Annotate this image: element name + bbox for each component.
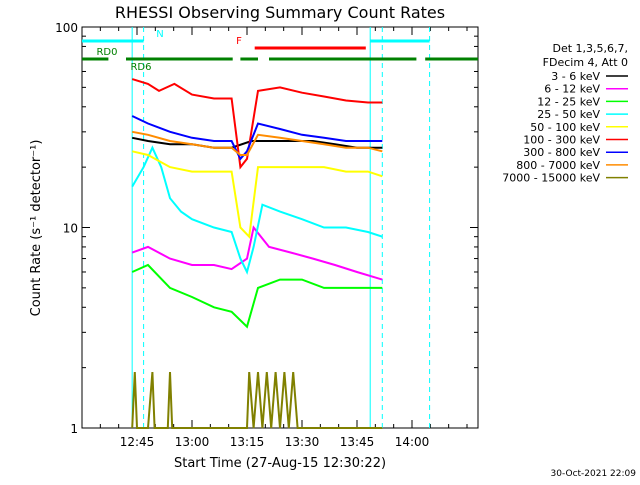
- series-line: [131, 78, 383, 170]
- legend-entry-label: 100 - 300 keV: [523, 134, 600, 147]
- legend-title-line: FDecim 4, Att 0: [543, 56, 628, 69]
- x-tick-label: 13:15: [230, 435, 265, 449]
- state-bar-label: F: [236, 36, 242, 47]
- plot-timestamp: 30-Oct-2021 22:09: [551, 469, 637, 479]
- legend-entry-label: 300 - 800 keV: [523, 146, 600, 159]
- series-line: [131, 150, 383, 239]
- state-bar-label: RD6: [130, 62, 151, 73]
- legend-title: Det 1,3,5,6,7, FDecim 4, Att 0: [543, 42, 628, 69]
- x-tick-label: 14:00: [395, 435, 430, 449]
- x-tick-label: 12:45: [120, 435, 155, 449]
- series-line: [131, 115, 383, 161]
- y-axis-label: Count Rate (s⁻¹ detector⁻¹): [29, 140, 44, 317]
- legend-entry-label: 800 - 7000 keV: [516, 159, 600, 172]
- x-tick-label: 13:30: [285, 435, 320, 449]
- state-bar-label: RD0: [96, 47, 117, 58]
- chart-title: RHESSI Observing Summary Count Rates: [115, 3, 445, 22]
- y-tick-label: 100: [55, 21, 78, 35]
- y-tick-label: 10: [63, 222, 78, 236]
- legend-entry-label: 25 - 50 keV: [537, 108, 600, 121]
- x-axis-label: Start Time (27-Aug-15 12:30:22): [174, 456, 386, 471]
- legend-entry-label: 6 - 12 keV: [544, 83, 600, 96]
- legend-entry-label: 50 - 100 keV: [530, 121, 600, 134]
- series-line: [132, 130, 383, 156]
- series-line: [131, 372, 383, 429]
- legend-entry-label: 12 - 25 keV: [537, 95, 600, 108]
- series-line: [131, 145, 383, 275]
- legend-entry-label: 3 - 6 keV: [551, 70, 600, 83]
- y-tick-label: 1: [70, 422, 78, 436]
- series-line: [131, 263, 383, 329]
- x-tick-label: 13:00: [175, 435, 210, 449]
- series-line: [131, 225, 383, 281]
- x-tick-label: 13:45: [340, 435, 375, 449]
- plot-area: 12:45 13:00 13:15 13:30 13:45 14:00 1 10 100 N F RD…: [55, 21, 479, 449]
- legend-entry-label: 7000 - 15000 keV: [502, 172, 600, 185]
- state-bar-label: N: [156, 29, 163, 40]
- legend-title-line: Det 1,3,5,6,7,: [552, 42, 628, 55]
